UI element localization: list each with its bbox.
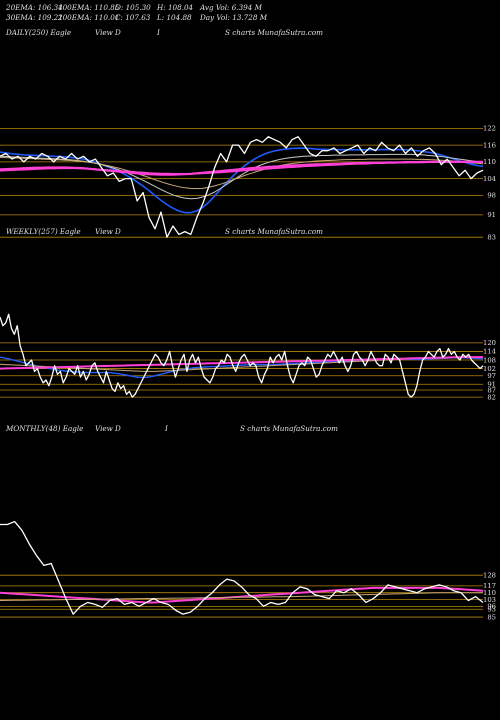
y-tick-label: 85 (487, 613, 496, 621)
stat-high: H: 108.04 (156, 3, 194, 12)
y-tick-label: 91 (487, 211, 496, 219)
y-tick-label: 108 (483, 356, 496, 364)
y-tick-label: 82 (487, 393, 496, 401)
y-tick-label: 102 (483, 365, 496, 373)
y-tick-label: 114 (483, 348, 496, 356)
price-line (0, 136, 484, 238)
price-line (0, 313, 484, 398)
y-tick-label: 98 (487, 192, 496, 200)
monthly-header-title: MONTHLY(48) Eagle (5, 424, 83, 433)
stats-header: 20EMA: 106.34 100EMA: 110.85 O: 105.30 H… (5, 3, 268, 22)
weekly-header-view: View D (95, 227, 121, 236)
y-tick-label: 91 (487, 381, 496, 389)
daily-panel-header: DAILY(250) Eagle View D I S charts Munaf… (5, 28, 323, 37)
y-tick-label: 128 (483, 571, 496, 579)
y-tick-label: 104 (483, 175, 496, 183)
monthly-header-view: View D (95, 424, 121, 433)
daily-header-title: DAILY(250) Eagle (5, 28, 71, 37)
stat-100ema: 100EMA: 110.85 (58, 3, 120, 12)
price-line (0, 520, 484, 615)
weekly-header-source: S charts MunafaSutra.com (225, 227, 323, 236)
daily-header-i: I (156, 28, 160, 37)
stat-200ema: 200EMA: 110.01 (57, 13, 119, 22)
y-tick-label: 103 (483, 596, 496, 604)
daily-header-view: View D (95, 28, 121, 37)
ema-line (0, 161, 483, 175)
y-tick-label: 117 (483, 582, 496, 590)
daily-header-source: S charts MunafaSutra.com (225, 28, 323, 37)
stat-avg-vol: Avg Vol: 6.394 M (199, 3, 263, 12)
stat-close: C: 107.63 (115, 13, 151, 22)
y-tick-label: 87 (487, 386, 496, 394)
y-tick-label: 122 (483, 125, 496, 133)
y-tick-label: 110 (483, 158, 496, 166)
y-tick-label: 110 (483, 589, 496, 597)
ema-line (0, 356, 483, 370)
daily-panel: 122 116 110 104 98 91 83 (0, 125, 496, 242)
ema-line (0, 592, 483, 602)
ema-line (0, 586, 484, 604)
monthly-panel-header: MONTHLY(48) Eagle View D I S charts Muna… (5, 424, 338, 433)
stat-open: O: 105.30 (115, 3, 151, 12)
monthly-header-source: S charts MunafaSutra.com (240, 424, 338, 433)
y-tick-label: 120 (483, 339, 496, 347)
stat-20ema: 20EMA: 106.34 (5, 3, 63, 12)
stat-low: L: 104.88 (156, 13, 192, 22)
stat-30ema: 30EMA: 109.21 (6, 13, 63, 22)
y-tick-label: 116 (483, 141, 496, 149)
stat-day-vol: Day Vol: 13.728 M (199, 13, 268, 22)
y-tick-label: 83 (487, 234, 496, 242)
y-tick-label: 96 (487, 603, 496, 611)
weekly-header-title: WEEKLY(257) Eagle (6, 227, 81, 236)
monthly-header-i: I (164, 424, 168, 433)
y-tick-label: 93 (487, 606, 496, 614)
weekly-panel-header: WEEKLY(257) Eagle View D S charts Munafa… (6, 227, 323, 236)
ema-line (0, 156, 484, 190)
y-tick-label: 97 (487, 372, 496, 380)
